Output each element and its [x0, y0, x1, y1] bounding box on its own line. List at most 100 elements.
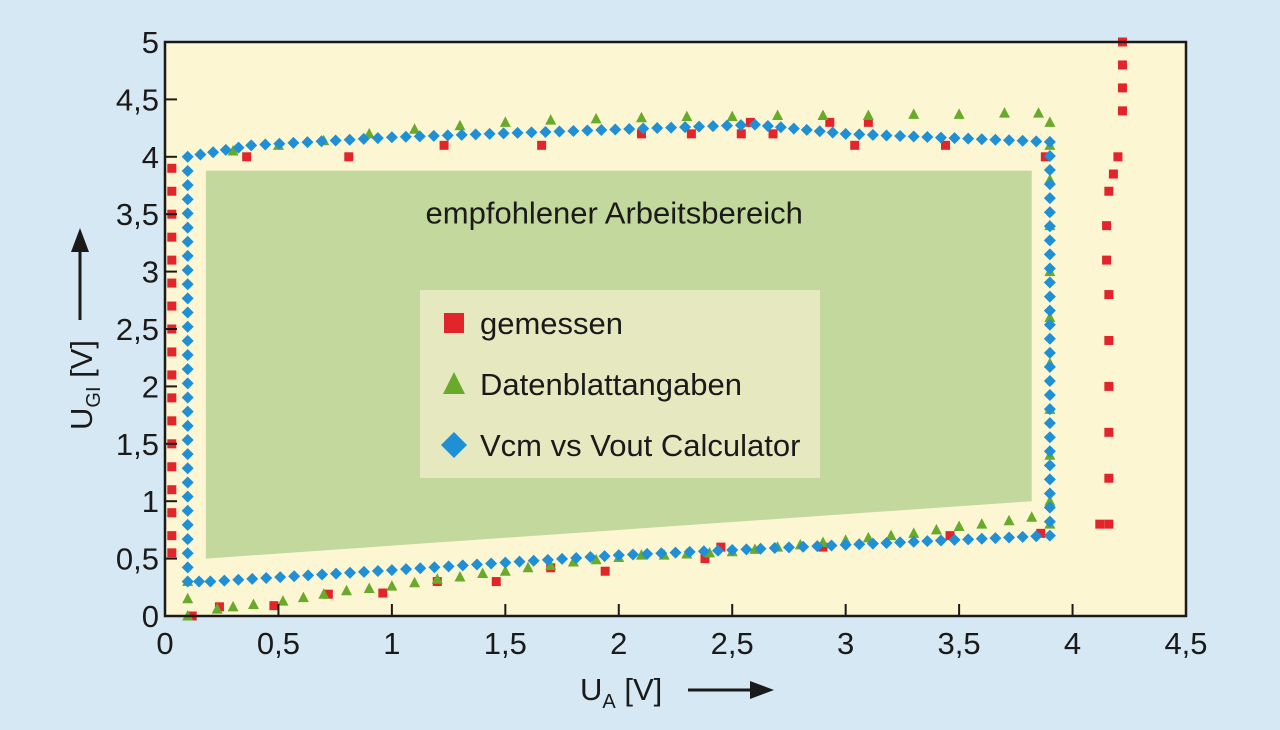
data-point	[880, 129, 893, 142]
y-tick-label: 4,5	[116, 82, 159, 117]
data-point	[772, 109, 784, 120]
data-point	[782, 541, 795, 554]
data-point	[378, 588, 388, 598]
data-point	[227, 600, 239, 612]
data-point	[1043, 135, 1056, 148]
data-point	[940, 140, 950, 150]
data-point	[181, 235, 194, 248]
data-point	[194, 148, 207, 161]
data-point	[825, 117, 835, 127]
x-tick-label: 1,5	[484, 626, 527, 661]
data-point	[181, 334, 194, 347]
data-point	[274, 571, 287, 584]
data-point	[707, 120, 720, 133]
data-point	[385, 564, 398, 577]
x-axis-arrowhead	[750, 681, 774, 699]
data-point	[246, 572, 259, 585]
data-point	[441, 129, 454, 142]
data-point	[497, 127, 510, 140]
x-tick-label: 4	[1064, 626, 1081, 661]
data-point	[641, 547, 654, 560]
data-point	[214, 602, 224, 612]
data-point	[894, 129, 907, 142]
data-point	[1030, 135, 1043, 148]
data-point	[726, 543, 739, 556]
data-point	[934, 131, 947, 144]
data-point	[287, 136, 300, 149]
data-point	[700, 554, 710, 564]
data-point	[1043, 164, 1056, 177]
data-point	[323, 589, 333, 599]
data-point	[181, 476, 194, 489]
data-point	[683, 545, 696, 558]
data-point	[1043, 529, 1056, 542]
data-point	[211, 603, 223, 614]
data-point	[945, 531, 955, 541]
data-point	[442, 560, 455, 573]
data-point	[247, 598, 259, 610]
legend-marker	[444, 313, 464, 333]
data-point	[167, 232, 177, 242]
data-point	[181, 278, 194, 291]
x-tick-label: 1	[383, 626, 400, 661]
data-point	[181, 179, 194, 192]
data-point	[839, 538, 852, 551]
data-point	[853, 128, 866, 141]
data-point	[181, 490, 194, 503]
data-point	[704, 546, 716, 558]
data-point	[908, 527, 920, 538]
data-point	[679, 121, 692, 134]
y-tick-label: 2	[142, 369, 159, 404]
data-point	[181, 377, 194, 390]
data-point	[491, 577, 501, 587]
data-point	[167, 370, 177, 380]
data-point	[850, 140, 860, 150]
data-point	[1043, 403, 1056, 416]
data-point	[167, 508, 177, 518]
data-point	[545, 559, 557, 570]
data-point	[301, 136, 314, 149]
data-point	[669, 546, 682, 559]
data-point	[399, 130, 412, 143]
data-point	[499, 565, 511, 576]
data-point	[590, 553, 602, 565]
data-point	[400, 563, 413, 576]
data-point	[612, 549, 625, 562]
data-point	[761, 119, 774, 132]
data-point	[989, 532, 1002, 545]
data-point	[485, 557, 498, 570]
data-point	[1104, 381, 1114, 391]
data-point	[1043, 262, 1056, 275]
data-point	[1043, 192, 1056, 205]
data-point	[181, 363, 194, 376]
data-point	[242, 152, 252, 162]
data-point	[227, 145, 239, 156]
data-point	[427, 129, 440, 142]
data-point	[1104, 473, 1114, 483]
legend-label: Vcm vs Vout Calculator	[480, 428, 800, 463]
data-point	[1044, 495, 1056, 506]
data-point	[712, 544, 725, 557]
data-point	[1043, 346, 1056, 359]
data-point	[207, 146, 220, 159]
data-point	[962, 132, 975, 145]
data-point	[273, 137, 286, 150]
data-point	[1003, 514, 1015, 526]
data-point	[181, 433, 194, 446]
data-point	[948, 533, 961, 546]
legend: gemessen Datenblattangaben Vcm vs Vout Cal…	[441, 306, 800, 463]
x-tick-label: 3	[837, 626, 854, 661]
data-point	[456, 559, 469, 572]
data-point	[477, 567, 489, 579]
data-point	[800, 123, 813, 136]
data-point	[609, 123, 622, 136]
data-point	[681, 110, 693, 122]
data-point	[1113, 152, 1123, 162]
data-point	[167, 278, 177, 288]
data-point	[1043, 501, 1056, 514]
data-point	[232, 141, 245, 154]
data-point	[181, 504, 194, 517]
data-point	[768, 129, 778, 139]
data-point	[343, 133, 356, 146]
data-point	[218, 574, 231, 587]
